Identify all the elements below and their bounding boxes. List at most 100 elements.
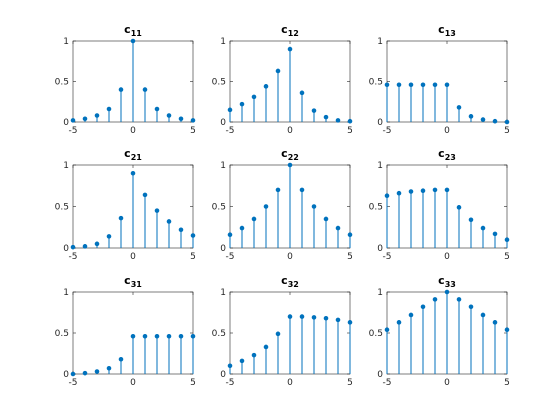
stem	[444, 187, 450, 248]
stem-marker	[239, 101, 245, 107]
stem	[106, 234, 112, 248]
stem	[323, 315, 329, 374]
x-tick-label: 0	[287, 126, 293, 136]
stem-marker	[347, 118, 353, 124]
stem-marker	[94, 113, 100, 118]
stem-marker	[299, 187, 305, 193]
stem-marker	[323, 315, 329, 321]
y-tick-label: 1	[220, 288, 226, 298]
stem-marker	[227, 363, 233, 369]
x-tick-label: 0	[287, 252, 293, 262]
stem	[335, 118, 341, 123]
stem	[287, 162, 293, 248]
stem-marker	[480, 312, 486, 318]
stem	[432, 297, 438, 374]
stem-marker	[190, 233, 196, 238]
title-base: c	[281, 23, 288, 36]
y-tick-label: 0	[63, 244, 69, 254]
stem-marker	[468, 217, 474, 223]
stem-marker	[468, 304, 474, 310]
x-tick-label: 0	[444, 126, 450, 136]
y-tick-label: 0.5	[212, 203, 226, 213]
subplot-title: c32	[281, 274, 299, 289]
stem	[94, 241, 100, 248]
stem-marker	[251, 94, 257, 100]
stem-marker	[444, 82, 450, 88]
stem	[130, 171, 136, 248]
x-tick-label: 0	[444, 252, 450, 262]
stem	[251, 352, 257, 374]
stem	[142, 192, 148, 248]
x-tick-label: -5	[226, 378, 235, 388]
x-tick-label: -5	[226, 126, 235, 136]
stem	[94, 113, 100, 122]
stem	[70, 118, 76, 123]
stem-marker	[239, 358, 245, 364]
title-subscript: 23	[445, 153, 456, 162]
stem-marker	[480, 117, 486, 122]
stem-marker	[106, 106, 112, 112]
y-tick-label: 0	[220, 370, 226, 380]
stem	[190, 233, 196, 248]
stem-marker	[504, 237, 510, 242]
title-base: c	[438, 147, 445, 160]
stem	[456, 297, 462, 374]
y-tick-label: 0.5	[55, 78, 69, 88]
x-tick-label: -5	[69, 252, 78, 262]
title-subscript: 13	[445, 29, 456, 38]
stem	[106, 106, 112, 122]
stem	[118, 215, 124, 248]
stem-marker	[130, 38, 136, 44]
stem	[420, 82, 426, 122]
stem	[82, 244, 88, 249]
y-tick-label: 1	[220, 37, 226, 47]
y-tick-label: 1	[377, 161, 383, 171]
stem-marker	[408, 312, 414, 318]
y-tick-label: 0.5	[55, 329, 69, 339]
stem-marker	[178, 333, 184, 339]
stem	[311, 315, 317, 374]
x-tick-label: 5	[347, 252, 353, 262]
stem-marker	[311, 108, 317, 113]
stem	[396, 320, 402, 374]
stem	[263, 344, 269, 374]
stem-marker	[106, 234, 112, 239]
stem-marker	[347, 232, 353, 238]
x-tick-label: 0	[130, 126, 136, 136]
title-base: c	[438, 274, 445, 287]
stem-marker	[251, 216, 257, 222]
stem	[492, 231, 498, 248]
y-tick-label: 1	[377, 37, 383, 47]
stem-marker	[384, 82, 390, 88]
stem	[82, 370, 88, 376]
stem	[130, 38, 136, 122]
stem-marker	[420, 304, 426, 310]
stem-marker	[190, 333, 196, 339]
x-tick-label: 5	[504, 378, 510, 388]
x-tick-label: 0	[444, 378, 450, 388]
y-tick-label: 1	[63, 161, 69, 171]
stem	[227, 107, 233, 122]
title-subscript: 33	[445, 280, 456, 289]
x-tick-label: 5	[504, 126, 510, 136]
stem-marker	[190, 118, 196, 123]
subplot-title: c11	[124, 23, 142, 38]
stem-marker	[275, 331, 281, 337]
stem-marker	[287, 162, 293, 168]
x-tick-label: 5	[190, 378, 196, 388]
stem-marker	[251, 352, 257, 358]
stem-marker	[456, 105, 462, 110]
stem-marker	[178, 116, 184, 122]
stem-marker	[299, 314, 305, 319]
y-tick-label: 1	[63, 37, 69, 47]
stem	[130, 333, 136, 374]
stem-marker	[227, 107, 233, 113]
stem-marker	[263, 204, 269, 209]
stem-marker	[142, 333, 148, 339]
title-subscript: 31	[131, 280, 143, 289]
stem	[299, 314, 305, 374]
stem	[504, 327, 510, 374]
